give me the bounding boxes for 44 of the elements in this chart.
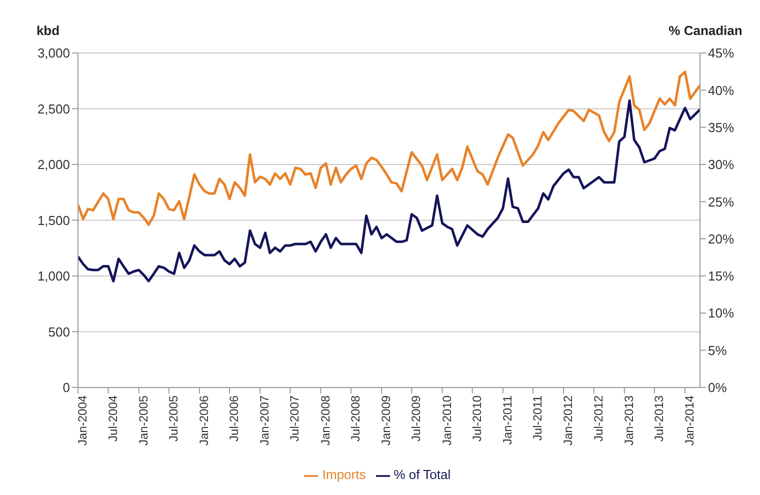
x-tick-label: Jul-2005	[166, 395, 180, 442]
x-tick-label: Jul-2004	[106, 395, 120, 442]
x-tick-label: Jul-2010	[470, 395, 484, 442]
x-tick-label: Jan-2006	[196, 395, 211, 446]
y-tick-label: 2,500	[37, 101, 70, 116]
x-tick-label: Jan-2008	[318, 395, 332, 446]
x-tick-label: Jan-2014	[682, 395, 697, 446]
y2-tick-label: 30%	[708, 157, 734, 172]
legend-label: % of Total	[394, 467, 451, 482]
x-tick-label: Jul-2008	[348, 395, 363, 442]
y2-tick-label: 15%	[708, 268, 734, 284]
y-tick-label: 1,500	[37, 212, 70, 228]
y2-tick-label: 10%	[708, 306, 734, 321]
y-tick-label: 0	[62, 380, 70, 396]
x-tick-label: Jan-2012	[561, 395, 576, 446]
legend-label: Imports	[322, 467, 366, 482]
x-tick-label: Jan-2011	[500, 395, 514, 445]
x-tick-label: Jul-2013	[652, 395, 666, 442]
y-tick-label: 3,000	[37, 46, 70, 61]
y2-tick-label: 5%	[708, 342, 728, 358]
y2-tick-label: 35%	[708, 120, 734, 135]
x-tick-label: Jan-2004	[76, 395, 90, 446]
x-tick-label: Jan-2013	[622, 395, 636, 446]
y2-axis-title: % Canadian	[668, 23, 742, 38]
y2-tick-label: 20%	[708, 231, 734, 246]
x-tick-label: Jan-2005	[136, 395, 150, 446]
x-tick-label: Jul-2009	[409, 395, 424, 442]
x-tick-label: Jul-2006	[227, 395, 242, 442]
y-tick-label: 2,000	[37, 157, 70, 172]
x-tick-label: Jul-2012	[591, 395, 606, 442]
x-tick-label: Jan-2010	[440, 395, 454, 446]
y-tick-label: 500	[48, 324, 70, 340]
y2-tick-label: 45%	[708, 46, 734, 61]
x-tick-label: Jul-2007	[288, 395, 302, 442]
x-tick-label: Jan-2007	[258, 395, 272, 446]
y-tick-label: 1,000	[37, 268, 70, 284]
line-series	[78, 70, 700, 226]
line-series	[78, 99, 700, 282]
y2-tick-label: 25%	[708, 194, 734, 210]
y2-tick-label: 40%	[708, 82, 734, 98]
x-tick-label: Jul-2011	[530, 395, 545, 441]
y-axis-title: kbd	[36, 23, 60, 38]
y2-tick-label: 0%	[708, 380, 728, 396]
x-tick-label: Jan-2009	[379, 395, 394, 446]
